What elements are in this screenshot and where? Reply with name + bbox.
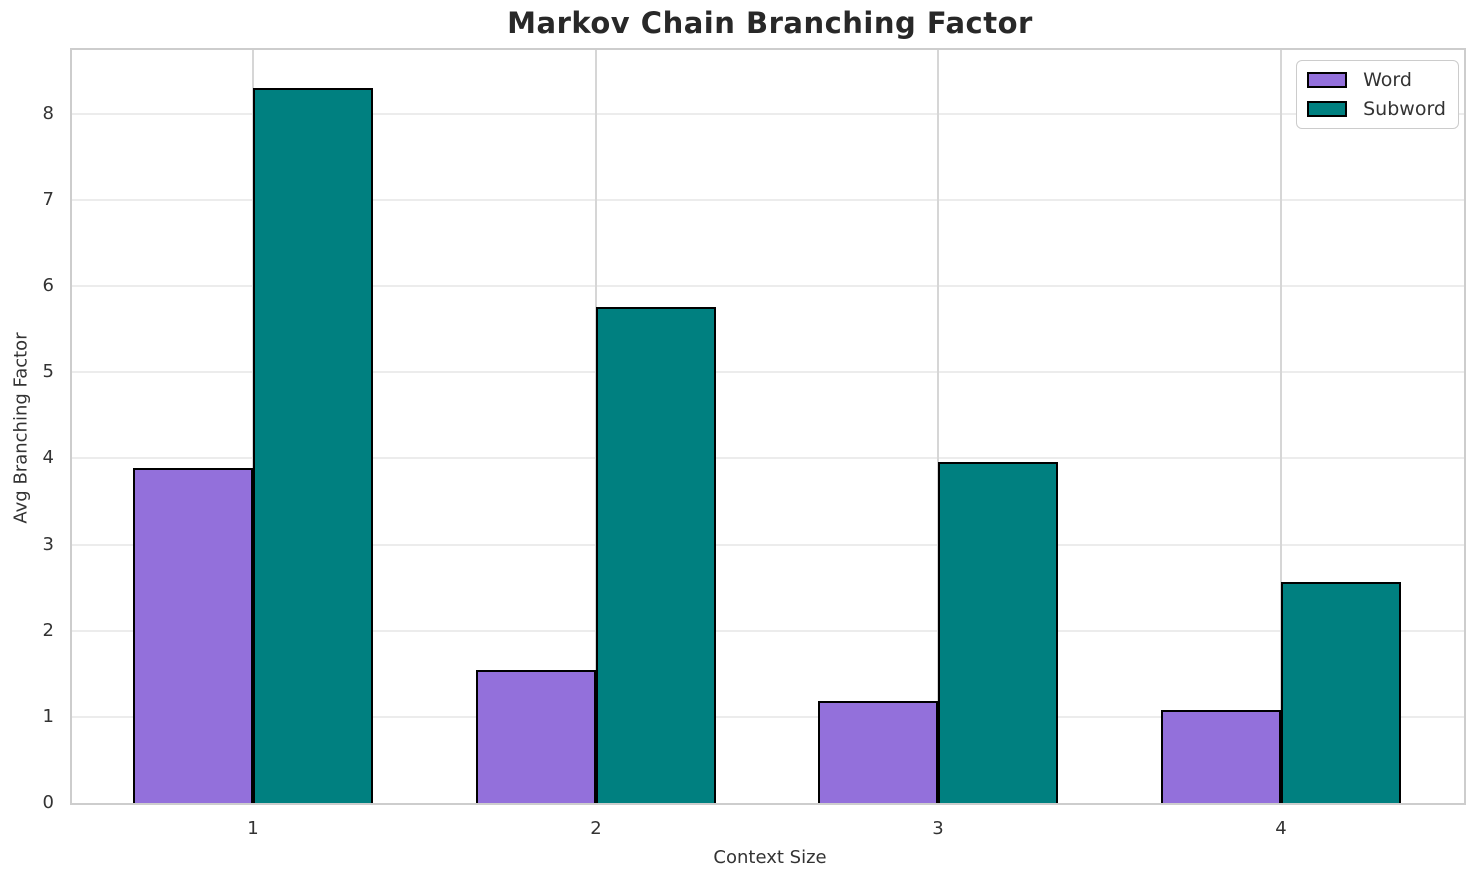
y-tick-label-3: 3 xyxy=(42,534,54,555)
x-tick-label-4: 4 xyxy=(1275,818,1287,839)
y-tick-label-6: 6 xyxy=(42,275,54,296)
y-axis-ticks: 0 1 2 3 4 5 6 7 8 xyxy=(0,50,62,813)
legend: Word Subword xyxy=(1296,60,1459,129)
y-tick-label-0: 0 xyxy=(42,792,54,813)
gridline-y-7 xyxy=(72,199,1464,201)
x-axis-label: Context Size xyxy=(713,847,827,868)
legend-swatch-subword xyxy=(1307,101,1348,117)
y-tick-label-4: 4 xyxy=(42,447,54,468)
y-tick-label-7: 7 xyxy=(42,189,54,210)
legend-label-subword: Subword xyxy=(1363,98,1446,120)
gridline-y-2 xyxy=(72,630,1464,632)
bar-word-context-4 xyxy=(1161,710,1281,803)
legend-item-subword: Subword xyxy=(1307,98,1446,120)
x-tick-label-3: 3 xyxy=(932,818,944,839)
chart-title: Markov Chain Branching Factor xyxy=(507,6,1033,40)
gridline-y-3 xyxy=(72,544,1464,546)
legend-swatch-word xyxy=(1307,72,1348,88)
bar-subword-context-3 xyxy=(938,462,1058,803)
plot-area: Word Subword xyxy=(70,48,1466,805)
bar-word-context-1 xyxy=(133,468,253,803)
gridline-y-8 xyxy=(72,113,1464,115)
bar-subword-context-2 xyxy=(596,307,716,803)
bar-subword-context-4 xyxy=(1281,582,1401,803)
gridline-y-5 xyxy=(72,371,1464,373)
gridline-x-3 xyxy=(937,50,939,803)
y-tick-label-5: 5 xyxy=(42,361,54,382)
y-tick-label-1: 1 xyxy=(42,706,54,727)
legend-item-word: Word xyxy=(1307,69,1446,91)
legend-label-word: Word xyxy=(1363,69,1412,91)
x-tick-label-1: 1 xyxy=(247,818,259,839)
bar-word-context-2 xyxy=(476,670,596,803)
x-axis-ticks: 1 2 3 4 xyxy=(72,818,1468,844)
y-tick-label-2: 2 xyxy=(42,620,54,641)
bar-subword-context-1 xyxy=(253,88,373,803)
x-tick-label-2: 2 xyxy=(590,818,602,839)
gridline-y-6 xyxy=(72,285,1464,287)
bar-word-context-3 xyxy=(818,701,938,803)
gridline-y-1 xyxy=(72,716,1464,718)
gridline-y-4 xyxy=(72,457,1464,459)
gridline-x-4 xyxy=(1280,50,1282,803)
y-tick-label-8: 8 xyxy=(42,103,54,124)
